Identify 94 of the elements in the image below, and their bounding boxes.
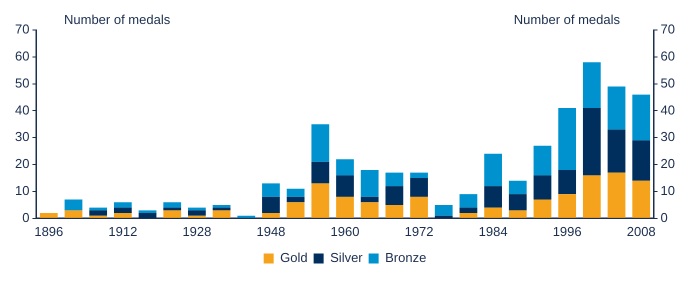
bar <box>460 194 478 208</box>
bar <box>360 196 379 202</box>
bar <box>163 210 182 218</box>
y-tick-label: 70 <box>14 22 30 37</box>
bar <box>508 194 527 210</box>
bar <box>40 213 58 218</box>
y2-tick-label: 0 <box>660 210 668 225</box>
x-tick-label: 1984 <box>478 224 508 239</box>
y-tick-label: 20 <box>14 156 30 172</box>
bar <box>188 210 206 216</box>
x-tick-label: 1972 <box>404 224 434 239</box>
y-tick-label: 0 <box>22 210 30 225</box>
bar <box>212 204 230 208</box>
bar <box>89 208 108 210</box>
bar <box>558 194 576 218</box>
bar <box>410 178 428 197</box>
bar <box>608 130 626 173</box>
bar <box>534 200 552 218</box>
bar <box>632 140 650 181</box>
x-tick-label: 1960 <box>330 224 360 239</box>
bar <box>608 172 626 218</box>
bar <box>138 210 156 214</box>
bar <box>484 186 502 208</box>
bar <box>336 196 354 218</box>
x-tick-label: 1928 <box>182 224 212 239</box>
y2-tick-label: 20 <box>660 156 676 172</box>
bar <box>262 196 280 214</box>
bar <box>163 208 182 210</box>
bar <box>138 213 156 218</box>
bar <box>286 188 305 197</box>
bar <box>311 124 330 162</box>
bar <box>336 175 354 197</box>
bar <box>286 202 305 218</box>
y-axis-title: Number of medals <box>64 12 170 27</box>
bar <box>582 108 601 176</box>
bar <box>212 210 230 218</box>
x-tick-label: 1896 <box>34 224 64 239</box>
bar <box>262 183 280 197</box>
bar <box>410 196 428 218</box>
bar <box>385 172 404 186</box>
bar <box>534 146 552 176</box>
bar <box>64 210 82 218</box>
legend-label: Silver <box>330 250 364 266</box>
y2-tick-label: 50 <box>660 75 676 90</box>
bar <box>534 175 552 200</box>
y-tick-label: 50 <box>14 75 30 90</box>
bar <box>434 204 453 216</box>
y2-tick-label: 10 <box>660 183 676 198</box>
bar <box>89 210 108 216</box>
bar <box>484 208 502 218</box>
y-tick-label: 30 <box>14 129 30 144</box>
legend-label: Bronze <box>385 250 426 266</box>
bar <box>212 208 230 210</box>
bar <box>385 186 404 205</box>
y-tick-label: 60 <box>14 48 30 64</box>
bar <box>311 162 330 184</box>
bar <box>460 213 478 218</box>
bar <box>311 183 330 218</box>
y2-axis-title: Number of medals <box>514 12 620 27</box>
y2-tick-label: 60 <box>660 48 676 64</box>
bar <box>582 175 601 218</box>
bar <box>163 202 182 208</box>
bar <box>558 108 576 170</box>
bar <box>188 208 206 210</box>
bar <box>410 172 428 178</box>
y2-tick-label: 30 <box>660 129 676 144</box>
y-tick-label: 10 <box>14 183 30 198</box>
bar <box>508 180 527 194</box>
bar <box>508 210 527 218</box>
legend-label: Gold <box>280 250 308 266</box>
bar <box>360 170 379 197</box>
x-tick-label: 1996 <box>552 224 582 239</box>
x-tick-label: 1912 <box>108 224 138 239</box>
bar <box>114 213 132 218</box>
x-tick-label: 2008 <box>626 224 656 239</box>
bar <box>558 170 576 194</box>
y-tick-label: 40 <box>14 102 30 118</box>
bar <box>632 180 650 218</box>
bar <box>608 86 626 130</box>
bar <box>582 62 601 108</box>
bar <box>484 154 502 186</box>
bar <box>460 208 478 214</box>
bar <box>262 213 280 218</box>
bar <box>286 196 305 202</box>
bar <box>114 208 132 214</box>
bar <box>64 200 82 210</box>
bar <box>336 159 354 176</box>
y2-tick-label: 70 <box>660 22 676 37</box>
bar <box>114 202 132 208</box>
y2-tick-label: 40 <box>660 102 676 118</box>
bar <box>360 202 379 218</box>
x-tick-label: 1948 <box>256 224 286 239</box>
bar <box>632 94 650 140</box>
bar <box>385 204 404 218</box>
